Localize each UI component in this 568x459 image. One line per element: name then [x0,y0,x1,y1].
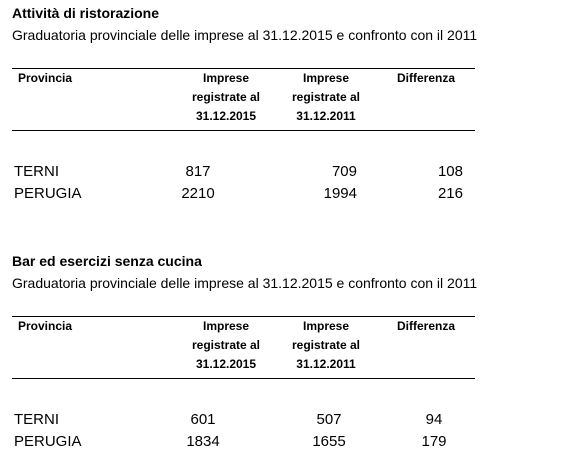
header-cell: Differenza [396,71,456,85]
header-cell: Differenza [396,319,456,333]
header-cell: 31.12.2015 [195,357,257,371]
header-cell: Imprese [202,71,250,85]
table-cell: 94 [425,411,443,428]
table-rule [12,378,475,379]
header-cell: 31.12.2015 [195,109,257,123]
header-cell: Imprese [302,319,350,333]
header-cell: registrate al [291,90,361,104]
header-cell: Imprese [202,319,250,333]
section-title: Bar ed esercizi senza cucina [12,253,202,269]
table-cell: 216 [437,185,463,202]
table-rule [12,68,475,69]
table-cell: 1994 [323,185,357,202]
section-subtitle: Graduatoria provinciale delle imprese al… [12,275,478,291]
table-cell: 2210 [181,185,215,202]
table-cell: TERNI [14,163,59,180]
table-cell: 1834 [186,433,220,450]
table-cell: 179 [421,433,447,450]
table-cell: 108 [437,163,463,180]
table-cell: 709 [331,163,357,180]
table-cell: PERUGIA [14,433,82,450]
table-cell: 817 [185,163,211,180]
header-cell: Provincia [18,71,73,85]
table-cell: PERUGIA [14,185,82,202]
table-cell: 601 [190,411,216,428]
header-cell: 31.12.2011 [296,357,356,371]
section-subtitle: Graduatoria provinciale delle imprese al… [12,27,478,43]
table-cell: 1655 [312,433,346,450]
table-rule [12,130,475,131]
table-cell: TERNI [14,411,59,428]
header-cell: Provincia [18,319,73,333]
header-cell: registrate al [191,90,261,104]
header-cell: Imprese [302,71,350,85]
table-rule [12,316,475,317]
section-title: Attività di ristorazione [12,5,160,21]
table-cell: 507 [316,411,342,428]
header-cell: registrate al [291,338,361,352]
header-cell: registrate al [191,338,261,352]
header-cell: 31.12.2011 [296,109,356,123]
